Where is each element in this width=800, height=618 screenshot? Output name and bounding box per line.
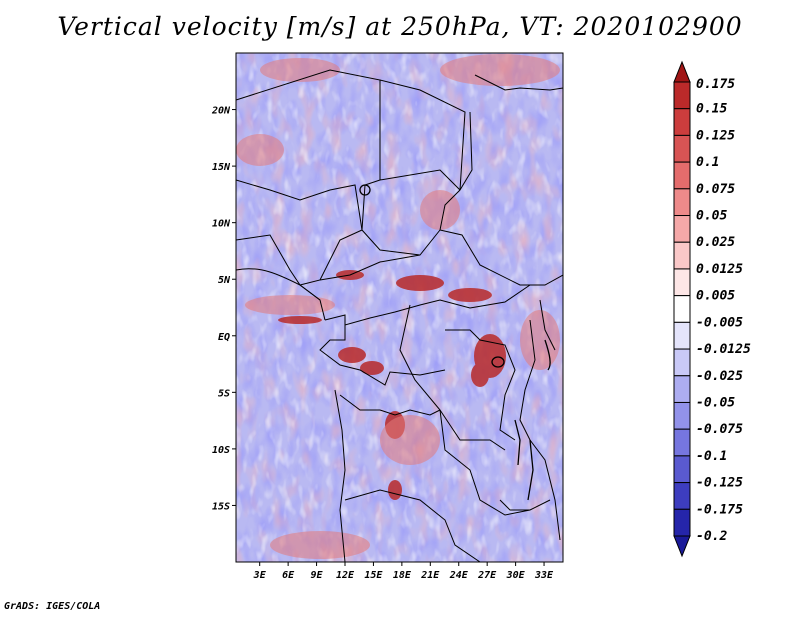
colorbar-level-label: 0.125: [696, 128, 735, 143]
colorbar-level-label: -0.2: [696, 529, 727, 544]
country-borders: [236, 69, 563, 562]
chart-title: Vertical velocity [m/s] at 250hPa, VT: 2…: [57, 12, 743, 41]
colorbar-box: [673, 188, 691, 217]
colorbar-box: [673, 321, 691, 350]
map-frame: [235, 52, 564, 563]
colorbar-level-label: 0.075: [696, 182, 735, 197]
colorbar-level-label: -0.175: [696, 502, 743, 517]
lakes: [359, 184, 551, 501]
colorbar-box: [673, 134, 691, 163]
colorbar-box: [673, 241, 691, 270]
colorbar-box: [673, 428, 691, 457]
colorbar-box: [673, 482, 691, 510]
colorbar-box: [673, 108, 691, 136]
vertical-velocity-field: [236, 53, 563, 562]
weak-updraft-patches: [236, 54, 560, 559]
colorbar-box: [673, 401, 691, 430]
colorbar-box: [673, 295, 691, 323]
colorbar-level-label: -0.125: [696, 476, 743, 491]
colorbar-level-label: 0.1: [696, 155, 719, 170]
colorbar-box: [673, 375, 691, 403]
colorbar-box: [673, 161, 691, 190]
colorbar-box: [673, 455, 691, 484]
lon-tick-label: 9E: [311, 570, 324, 581]
lon-tick-label: 24E: [449, 570, 469, 581]
lat-tick-label: 20N: [211, 106, 231, 117]
colorbar-level-label: -0.05: [696, 395, 735, 410]
colorbar-box: [673, 215, 691, 243]
lat-tick-label: 10N: [212, 219, 231, 230]
colorbar-level-label: 0.175: [696, 77, 735, 92]
colorbar: 0.175 0.15 0.125 0.1 0.075 0.05 0.025 0.0125 0.0…: [673, 60, 751, 558]
colorbar-box: [673, 268, 691, 297]
colorbar-lower-arrow: [673, 535, 691, 558]
lat-tick-label: 5S: [218, 388, 230, 399]
lat-tick-label: 15S: [212, 501, 230, 512]
colorbar-level-label: 0.025: [696, 235, 735, 250]
lat-tick-label: 5N: [218, 275, 231, 286]
colorbar-box: [673, 81, 691, 110]
colorbar-level-label: 0.0125: [696, 262, 743, 277]
lon-tick-label: 18E: [393, 570, 412, 581]
lon-tick-label: 30E: [506, 570, 526, 581]
colorbar-box: [673, 508, 691, 537]
colorbar-level-label: 0.15: [696, 102, 727, 117]
lon-tick-label: 21E: [420, 570, 440, 581]
colorbar-level-label: -0.0125: [696, 342, 751, 357]
lat-tick-label: 15N: [212, 162, 231, 173]
grads-credit: GrADS: IGES/COLA: [4, 601, 101, 612]
lon-tick-label: 3E: [253, 570, 267, 581]
lon-tick-label: 27E: [477, 570, 497, 581]
colorbar-level-label: -0.075: [696, 422, 743, 437]
latitude-axis: 20N 15N 10N 5N EQ 5S 10S 15S: [211, 106, 236, 512]
lon-tick-label: 33E: [534, 570, 554, 581]
lat-tick-label: 10S: [212, 445, 230, 456]
lon-tick-label: 6E: [282, 570, 295, 581]
lon-tick-label: 12E: [336, 570, 355, 581]
lat-tick-label: EQ: [218, 332, 230, 343]
colorbar-box: [673, 348, 691, 377]
lon-tick-label: 15E: [364, 570, 383, 581]
colorbar-level-label: -0.005: [696, 315, 743, 330]
longitude-axis: 3E 6E 9E 12E 15E 18E 21E 24E 27E 30E 33E: [253, 562, 554, 581]
colorbar-level-label: 0.05: [696, 209, 727, 224]
colorbar-level-label: 0.005: [696, 289, 735, 304]
colorbar-level-label: -0.025: [696, 369, 743, 384]
colorbar-level-label: -0.1: [696, 449, 727, 464]
colorbar-upper-arrow: [673, 60, 691, 83]
